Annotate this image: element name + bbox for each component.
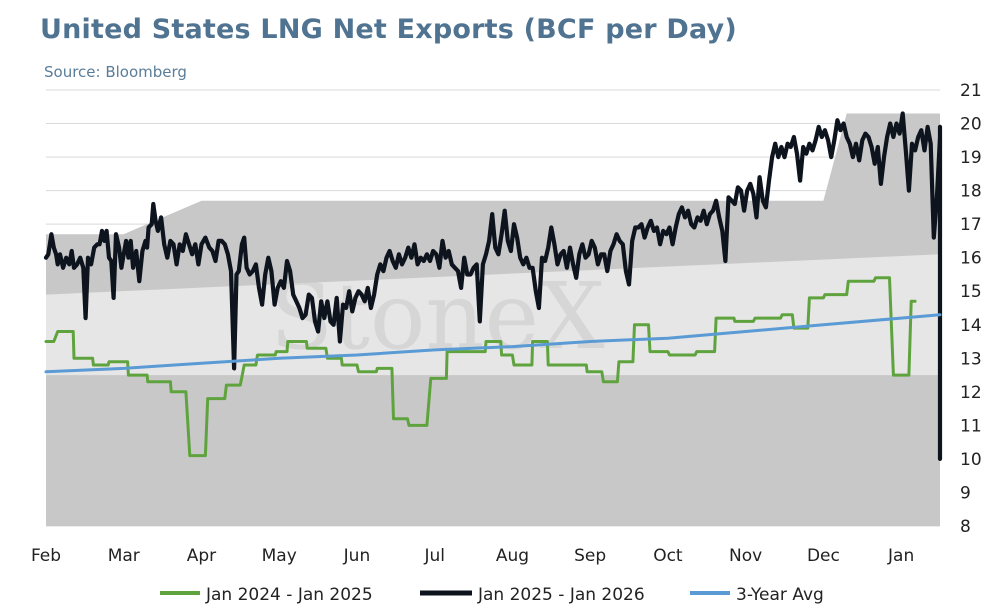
x-tick-label: Oct: [653, 546, 683, 566]
x-tick-label: Feb: [31, 546, 61, 566]
y-tick-label: 14: [960, 316, 982, 336]
y-tick-label: 18: [960, 182, 982, 202]
x-tick-label: Apr: [187, 546, 216, 566]
x-tick-label: Aug: [496, 546, 529, 566]
chart-subtitle: Source: Bloomberg: [44, 63, 187, 81]
y-tick-label: 9: [960, 483, 971, 503]
y-tick-label: 17: [960, 215, 982, 235]
y-tick-label: 11: [960, 416, 982, 436]
y-tick-label: 15: [960, 282, 982, 302]
x-tick-label: Sep: [574, 546, 606, 566]
x-tick-label: Dec: [807, 546, 840, 566]
y-tick-label: 19: [960, 148, 982, 168]
y-tick-label: 8: [960, 517, 971, 537]
inner-range-band: [46, 254, 940, 376]
legend-label: Jan 2025 - Jan 2026: [477, 585, 645, 605]
legend-label: 3-Year Avg: [736, 585, 824, 605]
series-lines: [43, 111, 943, 461]
series-line-1: [44, 276, 917, 458]
y-tick-label: 21: [960, 81, 982, 101]
chart-title: United States LNG Net Exports (BCF per D…: [40, 14, 737, 45]
x-tick-label: Jul: [423, 546, 445, 566]
legend: Jan 2024 - Jan 2025 Jan 2025 - Jan 2026 3-…: [160, 585, 824, 605]
y-tick-label: 13: [960, 349, 982, 369]
y-tick-label: 12: [960, 383, 982, 403]
y-tick-label: 10: [960, 450, 982, 470]
x-tick-label: Jun: [343, 546, 371, 566]
x-tick-label: Jan: [887, 546, 914, 566]
x-axis-ticks: Feb Mar Apr May Jun Jul Aug Sep Oct Nov Dec Jan: [31, 546, 914, 566]
x-tick-label: May: [262, 546, 297, 566]
legend-label: Jan 2024 - Jan 2025: [205, 585, 373, 605]
y-tick-label: 20: [960, 115, 982, 135]
x-tick-label: Mar: [108, 546, 140, 566]
series-line-3: [44, 313, 942, 374]
lower-range-band: [46, 411, 940, 526]
y-axis-ticks: 8 9 10 11 12 13 14 15 16 17 18 19 20 21: [960, 81, 982, 537]
y-tick-label: 16: [960, 249, 982, 269]
series-line-2: [43, 111, 943, 461]
x-tick-label: Nov: [729, 546, 762, 566]
